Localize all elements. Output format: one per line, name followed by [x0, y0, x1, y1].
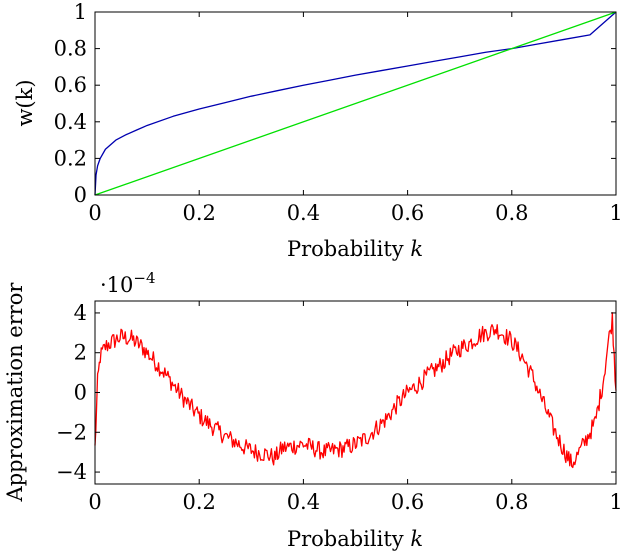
bot-y-tick-label: 0: [74, 381, 87, 405]
top-y-axis-label: w(k): [13, 79, 37, 126]
bottom-ticks: [94, 301, 617, 484]
bot-x-tick-label: 0.4: [287, 490, 320, 514]
weighting-function-plot: 0 0.2 0.4 0.6 0.8 1 0 0.2 0.4 0.6 0.8 1 Probabilit…: [13, 0, 621, 261]
top-x-tick-labels: 0 0.2 0.4 0.6 0.8 1: [88, 201, 621, 225]
top-y-tick-label: 0.6: [54, 73, 87, 97]
top-series-line-0: [94, 11, 617, 196]
top-series-lines: [94, 11, 617, 196]
top-ticks: [94, 11, 617, 196]
approximation-error-plot: 0 0.2 0.4 0.6 0.8 1 4 2 0 −2 −4 ·10−4 Probability…: [3, 269, 621, 551]
bottom-axis-multiplier: ·10−4: [100, 269, 156, 297]
top-plot-frame: [94, 11, 617, 196]
bot-x-tick-label: 0.2: [182, 490, 215, 514]
bot-x-tick-label: 0.6: [391, 490, 424, 514]
top-series-line-1: [94, 11, 617, 196]
top-y-tick-label: 1: [74, 0, 87, 24]
bottom-x-tick-labels: 0 0.2 0.4 0.6 0.8 1: [88, 490, 621, 514]
bot-y-tick-label: −2: [56, 420, 87, 444]
bottom-series-lines: [94, 312, 617, 469]
top-x-tick-label: 1: [609, 201, 621, 225]
bot-series-line-0: [94, 312, 617, 469]
bottom-y-tick-labels: 4 2 0 −2 −4: [56, 301, 87, 484]
bot-y-tick-label: −4: [56, 460, 87, 484]
bottom-x-axis-label: Probability k: [287, 527, 423, 551]
top-x-axis-label: Probability k: [287, 237, 423, 261]
top-x-tick-label: 0.8: [495, 201, 528, 225]
top-x-tick-label: 0.6: [391, 201, 424, 225]
top-y-tick-label: 0.2: [54, 146, 87, 170]
bottom-y-axis-label: Approximation error: [3, 282, 27, 503]
bot-x-tick-label: 0: [88, 490, 101, 514]
top-y-tick-label: 0.8: [54, 37, 87, 61]
top-y-tick-labels: 0 0.2 0.4 0.6 0.8 1: [54, 0, 87, 207]
bot-x-tick-label: 0.8: [495, 490, 528, 514]
top-x-tick-label: 0: [88, 201, 101, 225]
top-x-tick-label: 0.4: [287, 201, 320, 225]
bot-y-tick-label: 4: [74, 301, 87, 325]
top-y-tick-label: 0.4: [54, 110, 87, 134]
top-y-tick-label: 0: [74, 183, 87, 207]
bot-y-tick-label: 2: [74, 341, 87, 365]
top-x-tick-label: 0.2: [182, 201, 215, 225]
bot-x-tick-label: 1: [609, 490, 621, 514]
